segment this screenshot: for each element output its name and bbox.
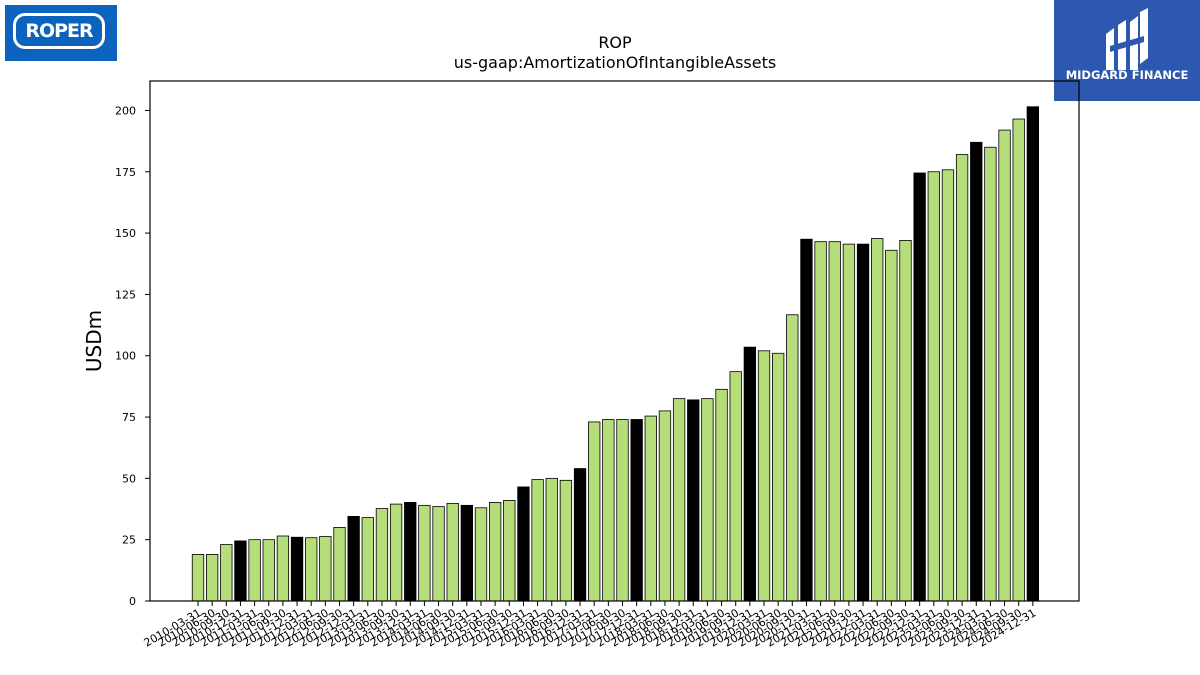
bar-2013-09-30 (389, 503, 403, 602)
bar-2010-09-30 (220, 544, 233, 602)
bar-2023-09-30 (955, 154, 969, 602)
bar-2019-03-31 (701, 398, 714, 602)
bar-2012-12-31 (347, 515, 360, 602)
bar-2013-06-30 (375, 508, 389, 602)
bar-2012-06-30 (319, 536, 332, 602)
bar-2020-06-30 (772, 352, 785, 602)
bar-2019-12-31 (743, 346, 756, 602)
y-tick-label: 0 (129, 595, 136, 608)
bar-2013-12-31 (404, 501, 417, 602)
y-tick-label: 150 (115, 227, 136, 240)
roper-logo-text: ROPER (25, 20, 93, 42)
bar-2016-12-31 (573, 468, 587, 602)
bar-2024-03-31 (984, 146, 997, 602)
bar-2015-06-30 (488, 501, 502, 602)
bar-2015-12-31 (517, 486, 530, 602)
y-tick-label: 175 (115, 166, 136, 179)
bar-2014-12-31 (460, 504, 474, 602)
bar-2018-06-30 (658, 410, 672, 602)
y-tick-label: 25 (122, 534, 136, 547)
bar-2024-09-30 (1012, 118, 1025, 602)
bar-2017-09-30 (616, 419, 629, 602)
bar-2015-09-30 (503, 500, 516, 602)
bar-2010-03-31 (191, 554, 205, 602)
bar-2019-09-30 (729, 371, 742, 602)
bar-2016-09-30 (559, 479, 573, 602)
bar-2021-03-31 (814, 241, 827, 602)
bar-2011-09-30 (276, 535, 290, 602)
y-tick-label: 100 (115, 350, 136, 363)
bar-2020-12-31 (800, 238, 813, 602)
bar-2010-12-31 (234, 540, 247, 602)
bar-2022-12-31 (913, 172, 926, 602)
bar-2019-06-30 (715, 388, 728, 602)
bar-2014-03-31 (418, 504, 431, 602)
y-tick-label: 50 (122, 472, 136, 485)
bar-2020-03-31 (757, 350, 771, 602)
bar-2017-12-31 (630, 419, 643, 602)
plot-frame (149, 80, 1080, 602)
bar-2023-03-31 (927, 171, 940, 602)
midgard-finance-logo: MIDGARD FINANCE (1054, 0, 1200, 101)
bar-2010-06-30 (205, 554, 219, 602)
bar-2016-06-30 (545, 477, 558, 602)
roper-logo: ROPER (5, 5, 117, 61)
bar-2018-03-31 (644, 415, 657, 602)
bar-2017-06-30 (602, 419, 615, 602)
bar-2012-09-30 (333, 527, 346, 602)
bar-2014-09-30 (446, 502, 459, 602)
bar-2017-03-31 (588, 421, 601, 602)
x-axis-ticks: 2010-03-312010-06-302010-09-302010-12-31… (142, 601, 1038, 650)
bar-2011-12-31 (290, 536, 304, 602)
bar-2022-06-30 (885, 249, 898, 602)
bar-2011-03-31 (248, 539, 261, 602)
chart-title: ROP (598, 33, 632, 52)
y-axis-label: USDm (82, 310, 106, 372)
bar-2020-09-30 (786, 314, 799, 602)
bar-2023-12-31 (970, 141, 983, 602)
bar-2022-03-31 (871, 238, 884, 602)
bar-2021-09-30 (842, 243, 856, 602)
y-tick-label: 75 (122, 411, 136, 424)
bar-2021-12-31 (856, 243, 870, 602)
bar-2024-12-31 (1026, 106, 1039, 602)
bar-2023-06-30 (941, 169, 955, 602)
y-axis-ticks: 0 25 50 75 100 125 150 175 200 (115, 104, 150, 608)
y-tick-label: 125 (115, 288, 136, 301)
midgard-logo-text: MIDGARD FINANCE (1065, 68, 1189, 82)
bars-group (191, 106, 1039, 602)
chart-subtitle: us-gaap:AmortizationOfIntangibleAssets (454, 53, 776, 72)
y-tick-label: 200 (115, 104, 136, 117)
bar-2013-03-31 (361, 517, 374, 602)
bar-2014-06-30 (432, 506, 445, 602)
bar-2018-09-30 (672, 398, 686, 602)
bar-2021-06-30 (828, 241, 841, 602)
roper-logo-badge: ROPER (13, 13, 105, 49)
bar-2018-12-31 (687, 399, 700, 602)
bar-2022-09-30 (899, 240, 912, 602)
bar-2015-03-31 (474, 507, 488, 602)
bar-2024-06-30 (998, 129, 1011, 602)
bar-2012-03-31 (305, 537, 318, 602)
bar-2011-06-30 (262, 539, 275, 602)
bar-2016-03-31 (531, 479, 544, 602)
midgard-emblem-icon (1106, 8, 1148, 70)
